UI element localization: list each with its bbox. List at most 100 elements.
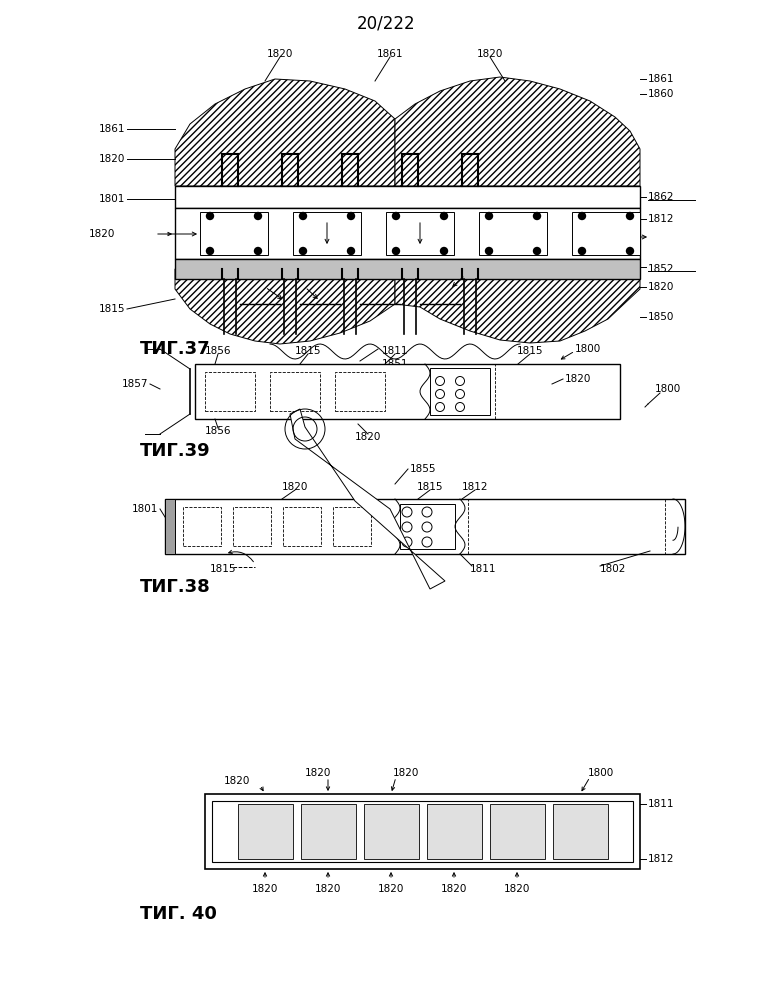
Bar — [300, 804, 355, 859]
Circle shape — [578, 248, 585, 255]
Circle shape — [533, 213, 540, 220]
Text: 1820: 1820 — [267, 49, 293, 59]
Text: 1815: 1815 — [417, 482, 443, 492]
Circle shape — [300, 213, 306, 220]
Polygon shape — [270, 269, 520, 359]
Text: ΤИГ.39: ΤИГ.39 — [140, 442, 211, 460]
Text: 1850: 1850 — [648, 312, 675, 322]
Text: 1820: 1820 — [89, 229, 115, 239]
Text: 1820: 1820 — [565, 374, 591, 384]
Circle shape — [255, 213, 262, 220]
Text: 1815: 1815 — [99, 304, 125, 314]
Text: 1852: 1852 — [648, 264, 675, 274]
Text: ΤИГ. 40: ΤИГ. 40 — [140, 905, 217, 923]
Bar — [183, 507, 221, 546]
Bar — [430, 368, 490, 415]
Circle shape — [441, 248, 448, 255]
Bar — [489, 804, 544, 859]
Polygon shape — [395, 269, 640, 343]
Text: 1820: 1820 — [441, 884, 467, 894]
Bar — [572, 212, 640, 255]
Text: 1820: 1820 — [305, 768, 331, 778]
Bar — [175, 208, 640, 259]
Text: 1800: 1800 — [655, 384, 681, 394]
Circle shape — [441, 213, 448, 220]
Text: 1820: 1820 — [282, 482, 308, 492]
Polygon shape — [395, 77, 640, 186]
Bar — [195, 364, 620, 419]
Text: ΤИГ.38: ΤИГ.38 — [140, 578, 211, 596]
Text: 1811: 1811 — [381, 346, 408, 356]
Bar — [386, 212, 454, 255]
Text: 1802: 1802 — [600, 564, 626, 574]
Text: 1800: 1800 — [575, 344, 601, 354]
Bar — [212, 801, 633, 862]
Circle shape — [300, 248, 306, 255]
Circle shape — [255, 248, 262, 255]
Circle shape — [392, 248, 399, 255]
Text: 1800: 1800 — [588, 768, 615, 778]
Polygon shape — [175, 269, 395, 344]
Bar — [205, 372, 255, 411]
Text: 1801: 1801 — [99, 194, 125, 204]
Bar — [553, 804, 608, 859]
Bar — [205, 794, 640, 869]
Polygon shape — [290, 409, 445, 589]
Bar — [283, 507, 321, 546]
Bar — [333, 507, 371, 546]
Text: 1815: 1815 — [295, 346, 321, 356]
Text: 1862: 1862 — [648, 192, 675, 202]
Bar — [426, 804, 482, 859]
Text: 1820: 1820 — [393, 768, 419, 778]
Text: 1861: 1861 — [99, 124, 125, 134]
Text: 1812: 1812 — [648, 214, 675, 224]
Text: 1812: 1812 — [648, 854, 675, 864]
Text: 1855: 1855 — [410, 464, 436, 474]
Text: ΤИГ.37: ΤИГ.37 — [140, 340, 211, 358]
Text: 1856: 1856 — [205, 426, 232, 436]
Circle shape — [347, 248, 354, 255]
Bar — [270, 372, 320, 411]
Text: 1820: 1820 — [252, 884, 278, 894]
Text: 1820: 1820 — [504, 884, 530, 894]
Text: 1815: 1815 — [210, 564, 236, 574]
Bar — [165, 499, 175, 554]
Text: 1811: 1811 — [648, 799, 675, 809]
Circle shape — [627, 248, 634, 255]
Text: 1820: 1820 — [315, 884, 341, 894]
Circle shape — [347, 213, 354, 220]
Polygon shape — [175, 79, 395, 186]
Circle shape — [392, 213, 399, 220]
Text: 1861: 1861 — [648, 74, 675, 84]
Circle shape — [206, 248, 214, 255]
Text: 1820: 1820 — [99, 154, 125, 164]
Bar — [238, 804, 293, 859]
Text: 1820: 1820 — [648, 282, 675, 292]
Text: 1812: 1812 — [462, 482, 488, 492]
Circle shape — [533, 248, 540, 255]
Text: 1856: 1856 — [205, 346, 232, 356]
Circle shape — [486, 213, 493, 220]
Text: 1801: 1801 — [131, 504, 158, 514]
Text: 1820: 1820 — [477, 49, 503, 59]
Bar — [200, 212, 268, 255]
Text: 20/222: 20/222 — [357, 15, 415, 33]
Circle shape — [206, 213, 214, 220]
Bar — [400, 504, 455, 549]
Circle shape — [578, 213, 585, 220]
Bar — [165, 499, 685, 554]
Bar — [175, 186, 640, 208]
Circle shape — [486, 248, 493, 255]
Text: 1815: 1815 — [516, 346, 543, 356]
Text: 1820: 1820 — [355, 432, 381, 442]
Bar — [293, 212, 361, 255]
Bar — [233, 507, 271, 546]
Text: 1861: 1861 — [377, 49, 403, 59]
Bar — [479, 212, 547, 255]
Text: 1811: 1811 — [470, 564, 496, 574]
Bar — [335, 372, 385, 411]
Bar — [175, 259, 640, 279]
Text: 1860: 1860 — [648, 89, 675, 99]
Text: 1820: 1820 — [378, 884, 405, 894]
Text: 1820: 1820 — [224, 776, 250, 786]
